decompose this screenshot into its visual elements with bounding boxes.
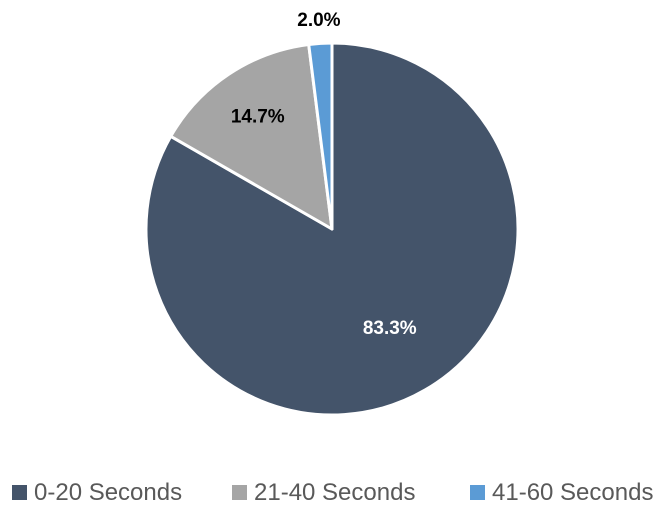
legend-swatch-21-40-seconds: [232, 485, 247, 500]
legend: 0-20 Seconds 21-40 Seconds 41-60 Seconds: [12, 479, 653, 506]
data-label-41-60-seconds: 2.0%: [297, 10, 340, 31]
legend-label-41-60-seconds: 41-60 Seconds: [492, 479, 653, 506]
pie-slice-21-40-seconds: [169, 42, 334, 231]
data-label-21-40-seconds: 14.7%: [231, 107, 285, 128]
pie-data-labels: 83.3% 14.7% 2.0%: [231, 10, 417, 339]
pie-slice-41-60-seconds: [307, 41, 334, 231]
pie-slices: [144, 41, 520, 417]
legend-swatch-41-60-seconds: [470, 485, 485, 500]
legend-label-21-40-seconds: 21-40 Seconds: [254, 479, 415, 506]
data-label-0-20-seconds: 83.3%: [363, 318, 417, 339]
legend-label-0-20-seconds: 0-20 Seconds: [34, 479, 182, 506]
legend-swatch-0-20-seconds: [12, 485, 27, 500]
